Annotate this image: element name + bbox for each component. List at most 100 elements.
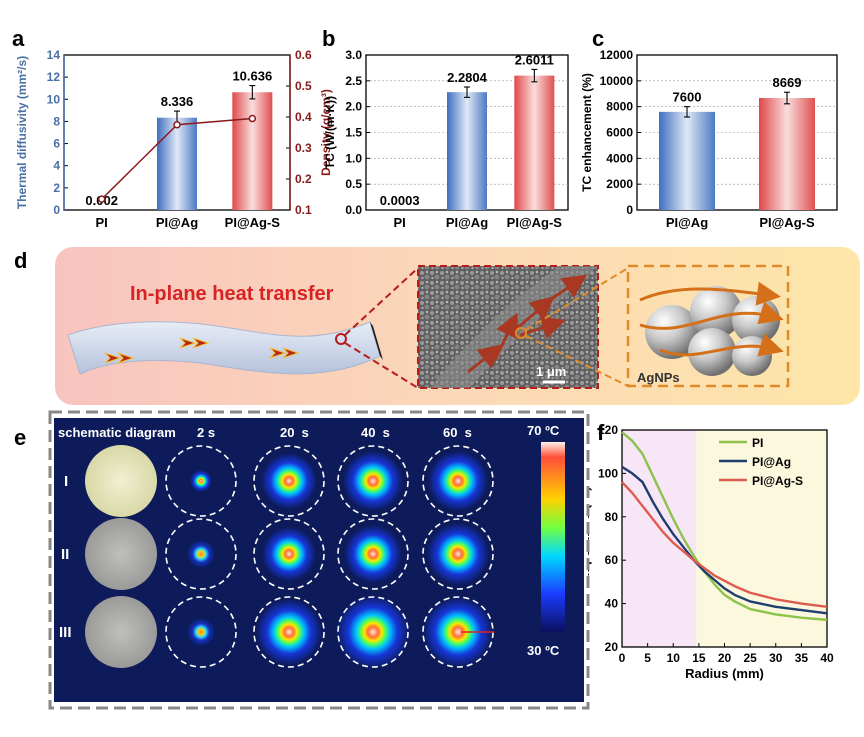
y-tick-label: 4 (53, 159, 60, 173)
panel-b-letter: b (322, 26, 335, 51)
y-tick-label: 20 (605, 640, 619, 654)
y2-tick-label: 0.5 (295, 79, 312, 93)
y-tick-label: 100 (598, 466, 618, 480)
x-tick-label: 0 (619, 651, 626, 665)
agnp-arrow-3 (659, 333, 784, 357)
colorbar-min-label: 30 ºC (527, 643, 560, 658)
y2-tick-label: 0.6 (295, 48, 312, 62)
agnp-arrow-1 (639, 281, 781, 306)
y-axis-label: Thermal diffusivity (mm²/s) (15, 56, 29, 209)
x-tick-label: PI@Ag (666, 215, 708, 230)
y-tick-label: 0.0 (345, 203, 362, 217)
data-label: 0.0003 (380, 193, 420, 208)
panel-c-letter: c (592, 26, 604, 51)
x-tick-label: PI@Ag-S (507, 215, 563, 230)
header-time-2: 20 s (280, 425, 309, 440)
sample-outline (253, 445, 325, 517)
density-point (173, 121, 181, 129)
y-tick-label: 6 (53, 137, 60, 151)
y-tick-label: 60 (605, 553, 619, 567)
thermal-spot (261, 453, 317, 509)
sample-outline (337, 596, 409, 668)
sample-outline (165, 518, 237, 590)
y2-axis-label: Density (g/cm³) (319, 89, 333, 176)
row-label-3: III (59, 624, 72, 641)
sample-outline (253, 596, 325, 668)
thermal-spot (343, 451, 403, 511)
y-tick-label: 0 (626, 203, 633, 217)
bar (759, 98, 815, 210)
y2-tick-label: 0.3 (295, 141, 312, 155)
agnp-arrow-2 (639, 301, 784, 330)
x-tick-label: PI (96, 215, 108, 230)
y-tick-label: 3.0 (345, 48, 362, 62)
y-tick-label: 14 (47, 48, 61, 62)
sem-arrow-4 (549, 274, 587, 302)
thermal-spot (423, 597, 493, 667)
panel-d-letter: d (14, 248, 27, 273)
thermal-spot (190, 470, 212, 492)
legend-label: PI (752, 436, 763, 450)
heat-arrow-2 (179, 337, 210, 349)
chart-b: 0.0 0.5 1.0 1.5 2.0 2.5 3.0 TC (W/(m·K)) 0.0003 P… (323, 48, 569, 230)
x-axis-label: Radius (mm) (685, 666, 764, 681)
y-tick-label: 10 (47, 92, 61, 106)
bar (157, 117, 197, 210)
chart-c: 0 2000 4000 6000 8000 10000 12000 TC enhancemen… (580, 48, 838, 230)
x-tick-label: PI@Ag (156, 215, 198, 230)
bar (659, 111, 715, 210)
row-label-2: II (61, 546, 69, 563)
panel-d-illustration: In-plane heat transfer 1 μm AgNPs (55, 247, 860, 405)
panel-e-thermal-images: schematic diagram 2 s 20 s 40 s 60 s I I… (48, 410, 590, 710)
y-tick-label: 2.5 (345, 74, 362, 88)
y-tick-label: 2.0 (345, 100, 362, 114)
header-time-1: 2 s (197, 425, 215, 440)
shade-region-left (622, 430, 697, 647)
zoom-circle (335, 333, 347, 345)
heat-arrow-3 (269, 347, 300, 359)
y2-tick-label: 0.1 (295, 203, 312, 217)
thermal-spot (187, 540, 215, 568)
y-tick-label: 10000 (600, 74, 634, 88)
thermal-spot (428, 451, 488, 511)
y-tick-label: 8000 (606, 100, 633, 114)
y-tick-label: 12000 (600, 48, 634, 62)
film-edge (370, 322, 383, 360)
thermal-spot (256, 599, 322, 665)
y-tick-label: 4000 (606, 151, 633, 165)
y-tick-label: 6000 (606, 126, 633, 140)
y-axis-label: TC (W/(m·K)) (323, 96, 337, 169)
sample-photo-1 (85, 445, 157, 517)
y-tick-label: 2 (53, 181, 60, 195)
thermal-spot (336, 595, 410, 669)
sample-outline (337, 445, 409, 517)
sample-outline (337, 518, 409, 590)
x-tick-label: PI@Ag (446, 215, 488, 230)
data-label: 2.2804 (447, 70, 488, 85)
y-tick-label: 120 (598, 423, 618, 437)
agnp-sphere-5 (732, 336, 772, 376)
y2-tick-label: 0.2 (295, 172, 312, 186)
data-label: 10.636 (232, 69, 272, 84)
y-tick-label: 40 (605, 597, 619, 611)
sample-photo-3 (85, 596, 157, 668)
sample-photo-2 (85, 518, 157, 590)
panel-f-letter: f (597, 420, 605, 445)
zoom-line-top (344, 267, 419, 336)
y-tick-label: 1.0 (345, 151, 362, 165)
data-label: 7600 (673, 90, 702, 105)
agnp-sphere-2 (690, 286, 742, 338)
header-time-4: 60 s (443, 425, 472, 440)
zoom2-line-top (525, 267, 629, 331)
colorbar (541, 442, 565, 632)
legend-label: PI@Ag-S (752, 474, 803, 488)
x-tick-label: PI@Ag-S (759, 215, 815, 230)
y-tick-label: 12 (47, 70, 61, 84)
thermal-spot (262, 527, 316, 581)
x-tick-label: PI (394, 215, 406, 230)
agnp-label: AgNPs (637, 370, 680, 385)
y2-tick-label: 0.4 (295, 110, 312, 124)
x-tick-label: 35 (795, 651, 809, 665)
sem-arrow-2 (493, 312, 519, 361)
series-line (621, 465, 828, 615)
